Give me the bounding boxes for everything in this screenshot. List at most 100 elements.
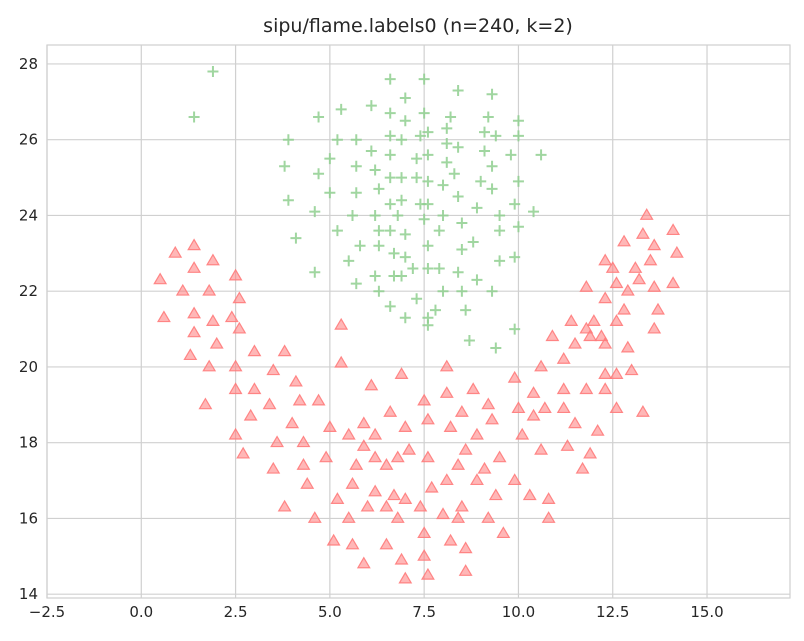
- data-point-plus: [422, 240, 434, 252]
- data-point-triangle: [526, 408, 541, 421]
- data-point-triangle: [356, 556, 371, 569]
- data-point-triangle: [394, 552, 409, 565]
- data-point-triangle: [420, 450, 435, 463]
- data-point-triangle: [579, 382, 594, 395]
- data-point-triangle: [639, 208, 654, 220]
- data-point-triangle: [485, 412, 499, 425]
- data-point-triangle: [647, 238, 662, 251]
- x-tick-label: 7.5: [412, 603, 436, 621]
- data-point-triangle: [511, 401, 526, 414]
- data-point-plus: [452, 191, 464, 203]
- data-point-plus: [486, 160, 498, 172]
- data-point-triangle: [356, 439, 371, 451]
- data-points: [153, 66, 684, 584]
- x-axis: −2.5 0.0 2.5 5.0 7.5 10.0 12.5 15.0: [29, 603, 724, 621]
- data-point-triangle: [360, 499, 375, 512]
- data-point-triangle: [632, 272, 647, 285]
- data-point-triangle: [586, 314, 601, 326]
- data-point-triangle: [228, 427, 243, 440]
- data-point-triangle: [560, 439, 575, 451]
- data-point-plus: [399, 115, 411, 127]
- data-point-triangle: [651, 302, 665, 315]
- data-point-plus: [509, 323, 521, 335]
- data-point-plus: [282, 194, 294, 206]
- data-point-triangle: [168, 245, 183, 258]
- data-point-triangle: [583, 329, 598, 342]
- data-point-triangle: [617, 302, 631, 315]
- x-tick-label: 2.5: [224, 603, 248, 621]
- data-point-triangle: [598, 367, 613, 379]
- data-point-triangle: [228, 359, 243, 372]
- data-point-triangle: [534, 442, 549, 455]
- data-point-triangle: [417, 548, 432, 561]
- data-point-plus: [384, 149, 396, 161]
- data-point-plus: [396, 134, 408, 146]
- data-point-plus: [365, 145, 377, 157]
- data-point-triangle: [198, 397, 213, 410]
- data-point-triangle: [266, 461, 281, 474]
- data-point-triangle: [583, 446, 598, 459]
- y-tick-label: 18: [19, 434, 38, 452]
- data-point-plus: [422, 175, 434, 187]
- data-point-triangle: [379, 499, 394, 512]
- data-point-plus: [494, 209, 506, 221]
- data-point-plus: [369, 270, 381, 282]
- data-point-plus: [445, 111, 457, 123]
- data-point-triangle: [206, 253, 220, 266]
- data-point-plus: [482, 111, 494, 123]
- y-tick-label: 14: [19, 585, 38, 603]
- data-point-triangle: [206, 314, 220, 326]
- data-point-triangle: [635, 405, 650, 417]
- data-point-triangle: [507, 370, 522, 383]
- data-point-plus: [475, 175, 487, 187]
- data-point-plus: [441, 156, 453, 168]
- data-point-plus: [512, 221, 524, 233]
- data-point-triangle: [387, 488, 401, 501]
- data-point-plus: [399, 251, 411, 263]
- data-point-plus: [350, 187, 362, 199]
- data-point-plus: [479, 126, 491, 138]
- data-point-plus: [512, 115, 524, 127]
- data-point-plus: [396, 172, 408, 184]
- data-point-plus: [422, 319, 434, 331]
- data-point-plus: [369, 209, 381, 221]
- data-point-plus: [418, 107, 430, 119]
- data-point-plus: [384, 300, 396, 312]
- data-point-plus: [384, 198, 396, 210]
- data-point-plus: [207, 66, 219, 78]
- data-point-triangle: [624, 363, 639, 376]
- data-point-plus: [433, 225, 445, 237]
- data-point-triangle: [451, 511, 466, 523]
- data-point-plus: [350, 134, 362, 146]
- data-point-triangle: [277, 344, 292, 357]
- data-point-triangle: [228, 382, 243, 395]
- data-point-plus: [346, 209, 358, 221]
- data-point-plus: [324, 153, 336, 165]
- data-point-triangle: [481, 511, 496, 523]
- x-tick-label: 0.0: [129, 603, 153, 621]
- data-point-triangle: [590, 423, 605, 436]
- data-point-triangle: [266, 363, 281, 376]
- data-point-triangle: [458, 442, 473, 455]
- data-point-plus: [471, 202, 483, 214]
- y-tick-label: 22: [19, 282, 38, 300]
- data-point-triangle: [545, 329, 560, 342]
- data-point-triangle: [635, 226, 650, 239]
- data-point-plus: [411, 172, 423, 184]
- data-point-triangle: [458, 564, 473, 576]
- data-point-triangle: [458, 541, 473, 554]
- data-point-plus: [354, 240, 366, 252]
- data-point-triangle: [526, 386, 541, 398]
- data-point-triangle: [398, 492, 413, 504]
- data-point-triangle: [439, 386, 454, 398]
- data-point-triangle: [575, 461, 590, 474]
- x-tick-label: 10.0: [502, 603, 535, 621]
- data-point-plus: [505, 149, 517, 161]
- data-point-plus: [422, 262, 434, 274]
- data-point-triangle: [620, 340, 635, 353]
- data-point-triangle: [454, 499, 469, 512]
- data-point-triangle: [598, 291, 613, 304]
- data-point-triangle: [383, 405, 398, 417]
- data-point-plus: [365, 100, 377, 112]
- data-point-triangle: [288, 374, 303, 387]
